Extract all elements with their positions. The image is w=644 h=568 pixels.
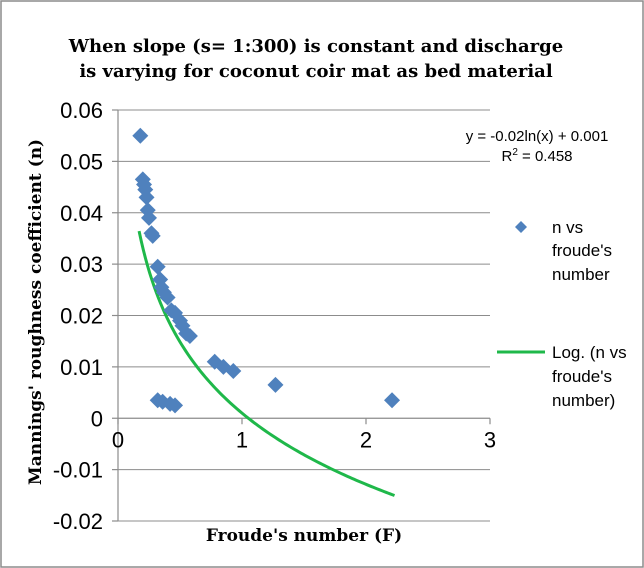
r-squared-superscript: 2 [512,147,518,158]
legend: n vs froude's number Log. (n vs froude's… [497,218,627,410]
r-squared-prefix: R [501,148,512,165]
y-tick-label: 0 [91,406,103,431]
data-point [149,258,166,275]
axes [112,109,491,522]
legend-trend-line-1: Log. (n vs [552,343,627,362]
trendline-curve [137,230,396,497]
legend-scatter-line-2: froude's [552,241,612,260]
y-tick-label: -0.01 [53,458,103,483]
r-squared-value: = 0.458 [518,148,573,165]
x-tick-label: 0 [112,427,124,452]
y-tick-label: 0.05 [60,149,103,174]
data-point [159,289,176,306]
y-tick-label: 0.01 [60,355,103,380]
data-point [138,189,155,206]
trendline-equation: y = -0.02ln(x) + 0.001 [466,128,609,145]
legend-item-trendline: Log. (n vs froude's number) [497,343,627,410]
legend-trend-line-2: froude's [552,367,612,386]
data-point [144,227,161,244]
y-tick-label: 0.03 [60,252,103,277]
data-points [132,127,401,414]
y-tick-label: 0.04 [60,201,103,226]
data-point [181,328,198,345]
x-axis-title: Froude's number (F) [206,526,402,546]
x-tick-label: 1 [236,427,248,452]
legend-trend-line-3: number) [552,391,615,410]
r-squared-label: R2 = 0.458 [501,147,572,165]
y-tick-labels: 0.06 0.05 0.04 0.03 0.02 0.01 0 -0.01 -0.02 [53,98,103,534]
x-tick-labels: 0 1 2 3 [112,427,496,452]
legend-scatter-line-1: n vs [552,218,583,237]
data-point [384,392,401,409]
data-point [132,127,149,144]
legend-item-scatter: n vs froude's number [515,218,612,284]
data-point [167,397,184,414]
data-point [225,362,242,379]
chart-title-line-2: is varying for coconut coir mat as bed m… [79,61,553,82]
data-point [141,209,157,226]
trendline-layer [137,230,396,497]
legend-scatter-line-3: number [552,265,610,284]
y-tick-label: 0.02 [60,304,103,329]
data-point [267,376,284,393]
chart-title-line-1: When slope (s= 1:300) is constant and di… [68,36,563,57]
legend-diamond-icon [515,221,527,233]
y-tick-label: 0.06 [60,98,103,123]
y-tick-label: -0.02 [53,509,103,534]
x-tick-label: 3 [484,427,496,452]
y-axis-title: Mannings' roughness coefficient (n) [26,139,46,485]
x-tick-label: 2 [360,427,372,452]
